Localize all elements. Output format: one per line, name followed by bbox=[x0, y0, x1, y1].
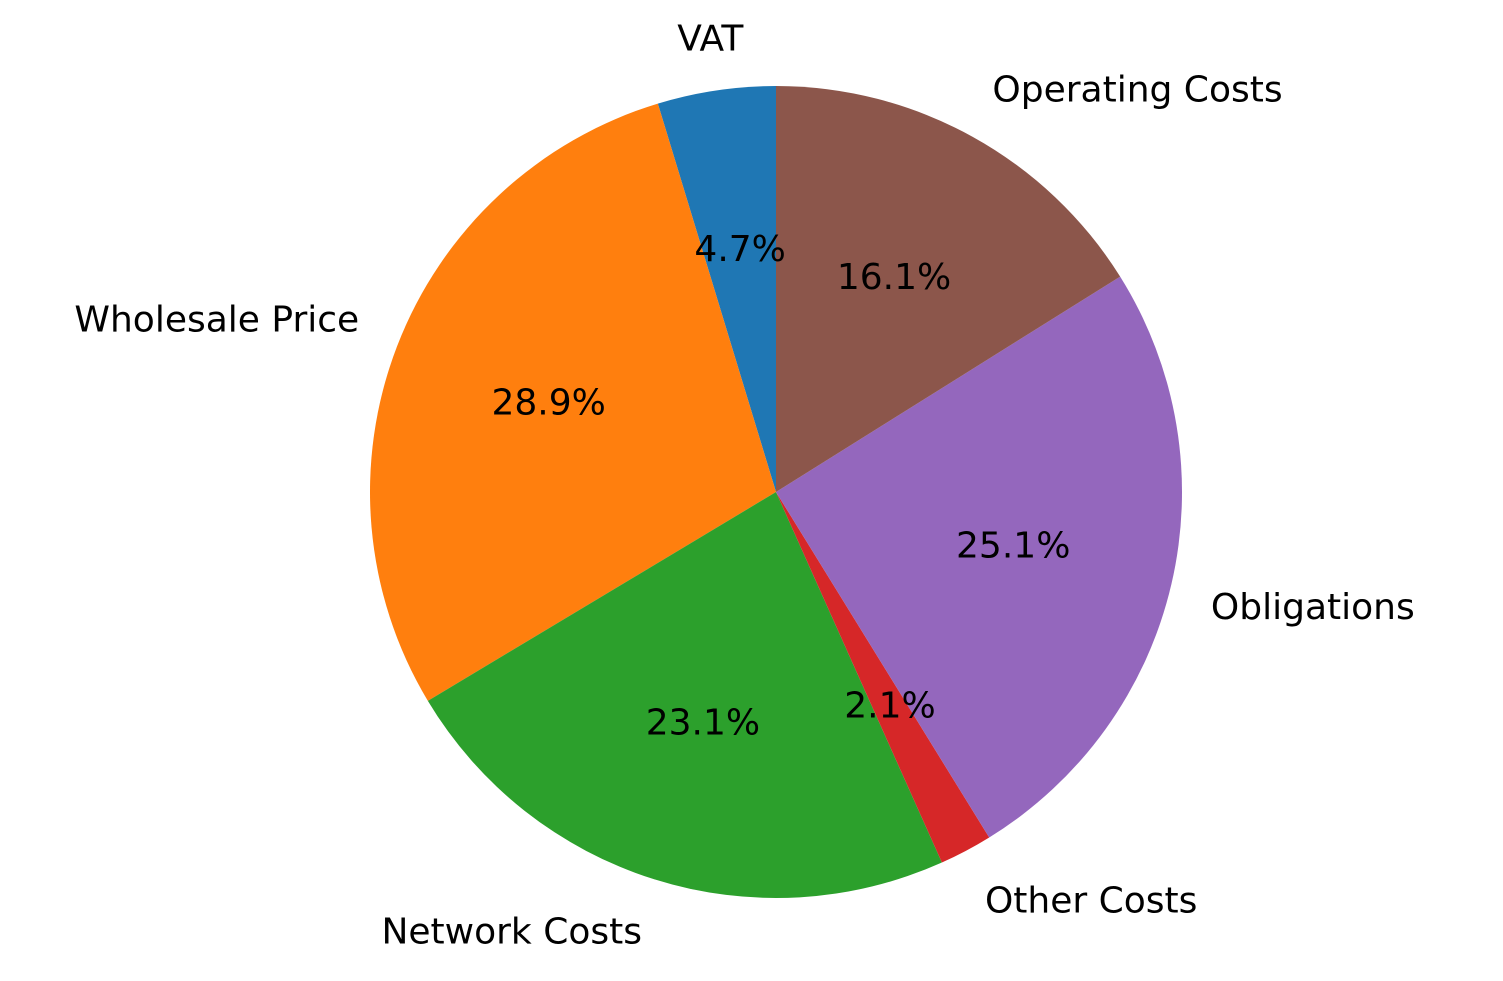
pie-slice-network-costs bbox=[427, 492, 942, 898]
category-label-vat: VAT bbox=[677, 18, 744, 59]
percent-label-operating-costs: 16.1% bbox=[837, 257, 951, 298]
category-label-wholesale-price: Wholesale Price bbox=[74, 300, 359, 341]
pie-slice-vat bbox=[657, 86, 776, 492]
category-label-other-costs: Other Costs bbox=[985, 880, 1197, 921]
percent-label-network-costs: 23.1% bbox=[646, 702, 760, 743]
pie-slice-wholesale-price bbox=[370, 103, 776, 701]
percent-label-other-costs: 2.1% bbox=[844, 685, 935, 726]
category-label-network-costs: Network Costs bbox=[381, 912, 642, 953]
pie-slice-obligations bbox=[776, 276, 1182, 838]
percent-label-wholesale-price: 28.9% bbox=[491, 382, 605, 423]
percent-label-obligations: 25.1% bbox=[956, 525, 1070, 566]
pie-percent-labels: 4.7% 28.9% 23.1% 2.1% 25.1% 16.1% bbox=[491, 229, 1070, 743]
pie-category-labels: VAT Wholesale Price Network Costs Other Cos… bbox=[74, 18, 1414, 952]
pie-slice-other-costs bbox=[776, 492, 990, 863]
category-label-operating-costs: Operating Costs bbox=[992, 69, 1282, 110]
percent-label-vat: 4.7% bbox=[694, 229, 785, 270]
pie-slice-operating-costs bbox=[776, 85, 1121, 492]
pie-slices bbox=[370, 85, 1182, 898]
category-label-obligations: Obligations bbox=[1211, 587, 1415, 628]
